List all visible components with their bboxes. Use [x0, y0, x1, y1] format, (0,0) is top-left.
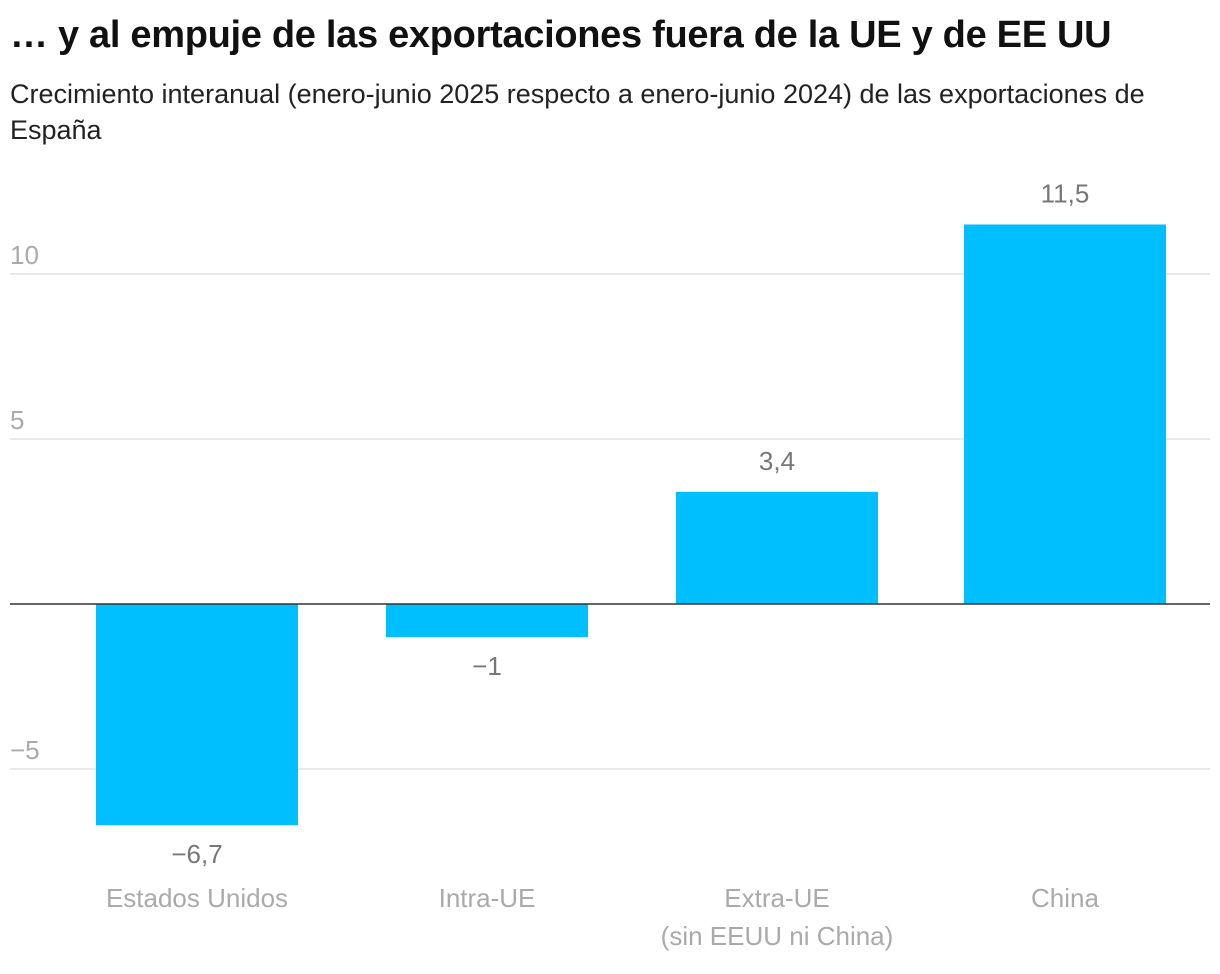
x-category-label: Extra-UE — [724, 883, 829, 913]
y-tick-label: 5 — [10, 405, 24, 435]
data-label: −1 — [472, 651, 502, 681]
data-label: 11,5 — [1041, 179, 1090, 209]
chart-subtitle: Crecimiento interanual (enero-junio 2025… — [10, 79, 1145, 145]
data-label: −6,7 — [171, 839, 222, 869]
bar — [96, 604, 298, 826]
x-category-label: Estados Unidos — [106, 883, 288, 913]
x-category-label: China — [1031, 883, 1099, 913]
y-tick-label: −5 — [10, 735, 40, 765]
bar — [676, 491, 878, 604]
chart-title: … y al empuje de las exportaciones fuera… — [10, 14, 1112, 56]
y-tick-label: 10 — [10, 240, 39, 270]
bar — [964, 224, 1166, 604]
bar — [386, 604, 588, 637]
x-category-label: (sin EEUU ni China) — [661, 921, 894, 951]
data-label: 3,4 — [759, 446, 795, 476]
x-category-label: Intra-UE — [439, 883, 536, 913]
